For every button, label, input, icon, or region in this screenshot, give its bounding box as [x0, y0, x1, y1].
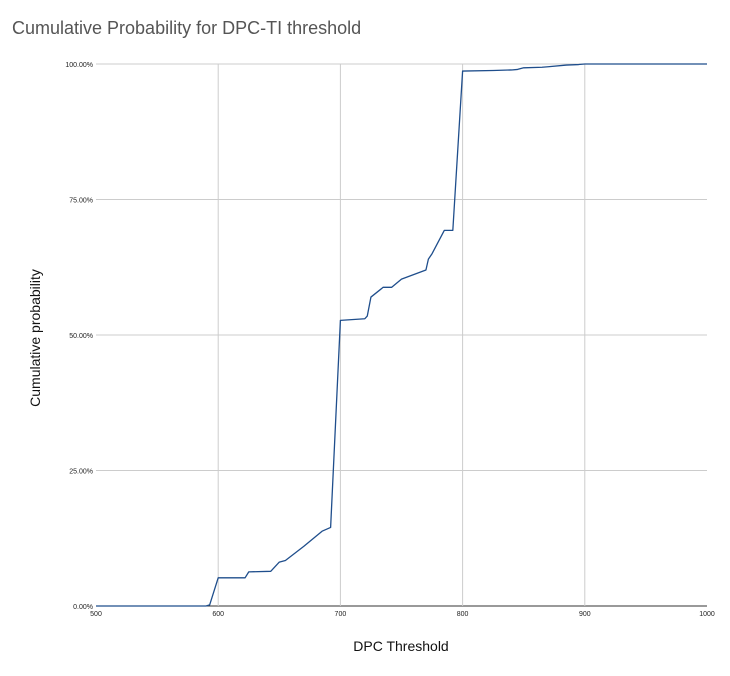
- x-tick-label: 700: [335, 611, 347, 618]
- x-tick-label: 900: [579, 611, 591, 618]
- y-tick-label: 75.00%: [69, 198, 93, 205]
- x-tick-label: 600: [212, 611, 224, 618]
- x-axis-label: DPC Threshold: [353, 638, 448, 654]
- y-tick-label: 0.00%: [73, 604, 93, 611]
- series-line: [96, 63, 707, 607]
- y-tick-label: 100.00%: [65, 62, 93, 69]
- axes: 0.00% 25.00% 50.00% 75.00% 100.00% 500 600 700 8…: [65, 62, 715, 618]
- grid: [96, 63, 707, 607]
- y-axis-label: Cumulative probability: [27, 269, 43, 407]
- series: [96, 63, 707, 607]
- chart-title: Cumulative Probability for DPC-TI thresh…: [12, 18, 361, 38]
- y-tick-label: 50.00%: [69, 333, 93, 340]
- x-tick-label: 1000: [699, 611, 715, 618]
- x-tick-label: 800: [457, 611, 469, 618]
- x-tick-label: 500: [90, 611, 102, 618]
- y-tick-label: 25.00%: [69, 469, 93, 476]
